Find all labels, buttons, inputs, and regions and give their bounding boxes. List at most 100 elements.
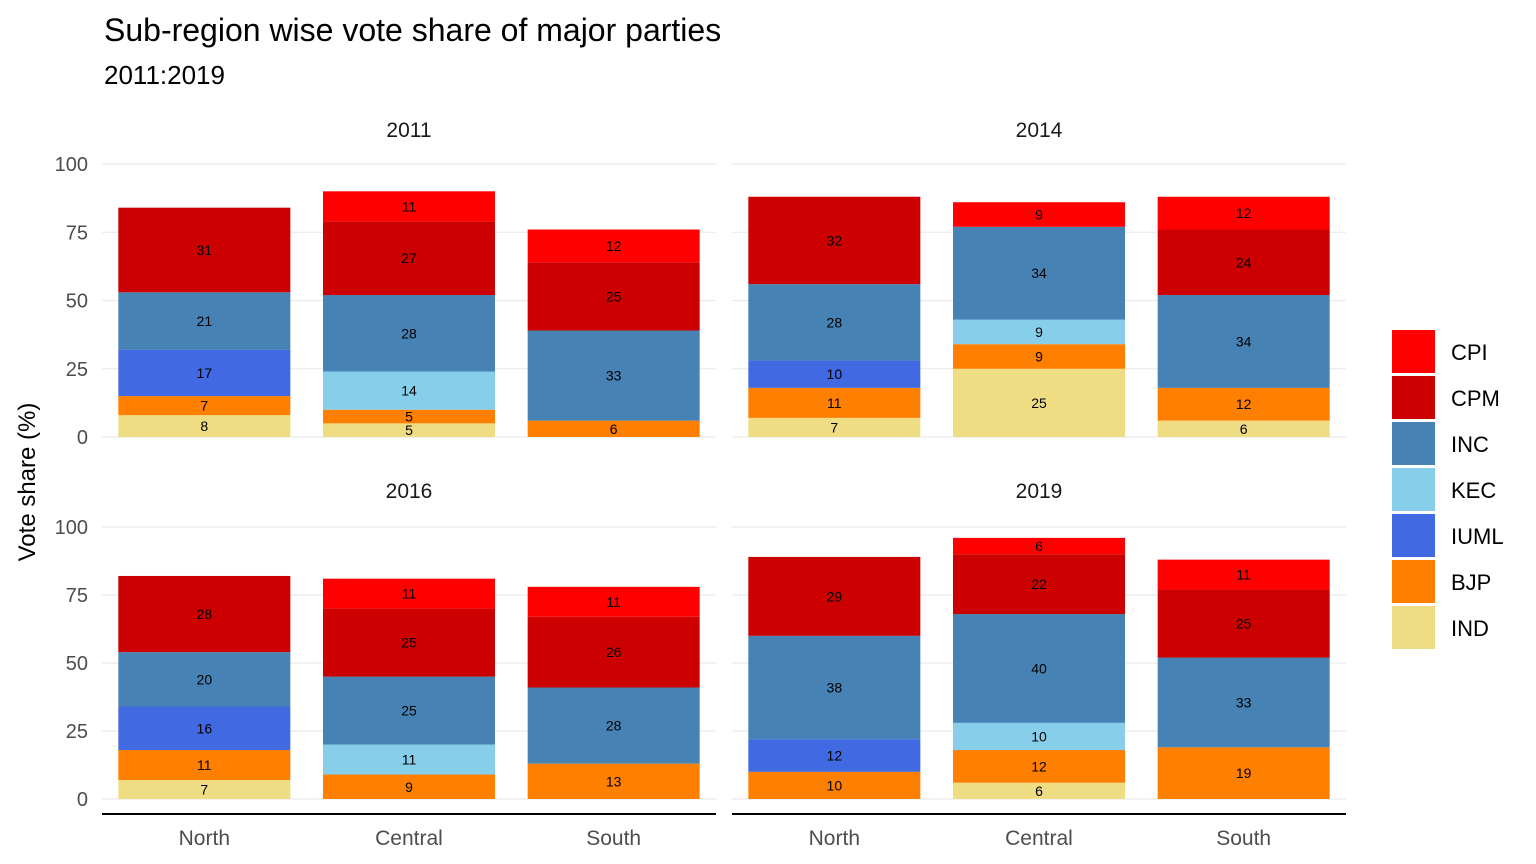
data-label: 6 xyxy=(610,421,618,437)
data-label: 26 xyxy=(606,644,622,660)
data-label: 9 xyxy=(1035,324,1043,340)
bar-segment-bjp xyxy=(953,750,1125,783)
data-label: 21 xyxy=(197,313,213,329)
y-tick-label: 25 xyxy=(66,721,88,743)
bar-segment-inc xyxy=(323,676,495,745)
bar-segment-kec xyxy=(953,722,1125,751)
bar-segment-inc xyxy=(118,292,291,350)
x-tick-label: South xyxy=(1216,827,1271,850)
data-label: 28 xyxy=(606,718,622,734)
data-label: 12 xyxy=(606,238,622,254)
data-label: 5 xyxy=(405,422,413,438)
bar-segment-inc xyxy=(527,687,700,764)
data-label: 16 xyxy=(197,720,213,736)
y-tick-label: 0 xyxy=(77,427,88,449)
y-tick-label: 100 xyxy=(55,154,88,176)
legend-label: BJP xyxy=(1451,570,1491,595)
data-label: 11 xyxy=(197,757,212,773)
panel-title: 2016 xyxy=(386,480,433,503)
bar-segment-ind xyxy=(748,417,921,437)
data-label: 25 xyxy=(1031,395,1047,411)
bar-segment-bjp xyxy=(323,409,495,424)
y-tick-label: 100 xyxy=(55,517,88,539)
bar-segment-cpm xyxy=(748,556,921,636)
bar-segment-inc xyxy=(1157,657,1330,748)
bar-segment-ind xyxy=(118,779,291,799)
legend-swatch-inc xyxy=(1392,422,1435,465)
legend-label: INC xyxy=(1451,432,1489,457)
data-label: 11 xyxy=(1236,567,1251,583)
bar-segment-cpi xyxy=(1157,559,1330,590)
data-label: 19 xyxy=(1236,765,1252,781)
panel-title: 2014 xyxy=(1016,119,1063,142)
legend-label: CPM xyxy=(1451,386,1500,411)
legend-label: CPI xyxy=(1451,340,1488,365)
bar-segment-inc xyxy=(953,226,1125,320)
bar-segment-cpi xyxy=(323,578,495,609)
bar-segment-bjp xyxy=(527,763,700,799)
data-label: 11 xyxy=(402,752,417,768)
facet-panel-2014: 2014 7 11 10 28 32 25 9 9 34 9 6 12 34 24 12 xyxy=(732,119,1346,438)
data-label: 25 xyxy=(606,288,622,304)
data-label: 6 xyxy=(1035,538,1043,554)
data-label: 12 xyxy=(1236,205,1252,221)
data-label: 10 xyxy=(827,777,843,793)
data-label: 24 xyxy=(1236,254,1252,270)
data-label: 33 xyxy=(606,368,622,384)
bar-segment-inc xyxy=(118,652,291,707)
panel-title: 2019 xyxy=(1016,480,1063,503)
bar-segment-cpm xyxy=(748,196,921,285)
bar-segment-bjp xyxy=(118,750,291,780)
facet-panel-2019: 2019 10 12 38 29 6 12 10 40 22 6 19 33 25 11 North Centr… xyxy=(732,480,1346,850)
bar-segment-cpm xyxy=(1157,589,1330,658)
data-label: 8 xyxy=(200,418,208,434)
bar-segment-inc xyxy=(953,614,1125,723)
y-tick-label: 75 xyxy=(66,585,88,607)
data-label: 38 xyxy=(827,679,843,695)
legend-swatch-cpi xyxy=(1392,330,1435,373)
data-label: 11 xyxy=(402,198,417,214)
bar-segment-inc xyxy=(748,635,921,740)
y-axis-label: Vote share (%) xyxy=(14,403,41,562)
data-label: 34 xyxy=(1031,265,1047,281)
bar-segment-ind xyxy=(953,368,1125,437)
data-label: 9 xyxy=(1035,207,1043,223)
y-tick-label: 50 xyxy=(66,653,88,675)
bar-segment-bjp xyxy=(323,774,495,799)
data-label: 6 xyxy=(1240,421,1248,437)
x-tick-label: South xyxy=(586,827,641,850)
panel-title: 2011 xyxy=(386,119,431,142)
bar-segment-bjp xyxy=(748,387,921,418)
data-label: 10 xyxy=(827,366,843,382)
bar-segment-cpm xyxy=(323,221,495,296)
y-tick-label: 0 xyxy=(77,789,88,811)
bar-segment-ind xyxy=(323,423,495,437)
data-label: 7 xyxy=(830,419,838,435)
bar-segment-iuml xyxy=(748,360,921,388)
data-label: 7 xyxy=(200,398,208,414)
y-tick-label: 75 xyxy=(66,222,88,244)
data-label: 7 xyxy=(200,781,208,797)
data-label: 25 xyxy=(401,703,417,719)
bar-segment-cpi xyxy=(527,586,700,617)
bar-segment-inc xyxy=(323,295,495,372)
bar-segment-cpm xyxy=(323,608,495,677)
legend-swatch-ind xyxy=(1392,606,1435,649)
legend-swatch-iuml xyxy=(1392,514,1435,557)
legend-swatch-kec xyxy=(1392,468,1435,511)
bar-segment-iuml xyxy=(118,706,291,751)
bar-segment-bjp xyxy=(527,420,700,437)
bar-segment-iuml xyxy=(118,349,291,397)
data-label: 14 xyxy=(401,383,417,399)
data-label: 9 xyxy=(1035,348,1043,364)
data-label: 32 xyxy=(827,232,843,248)
data-label: 10 xyxy=(1031,728,1047,744)
bar-segment-cpm xyxy=(118,575,291,653)
data-label: 17 xyxy=(197,365,213,381)
x-tick-label: Central xyxy=(375,827,443,850)
data-label: 25 xyxy=(401,635,417,651)
legend-label: KEC xyxy=(1451,478,1496,503)
bar-segment-cpi xyxy=(953,537,1125,555)
